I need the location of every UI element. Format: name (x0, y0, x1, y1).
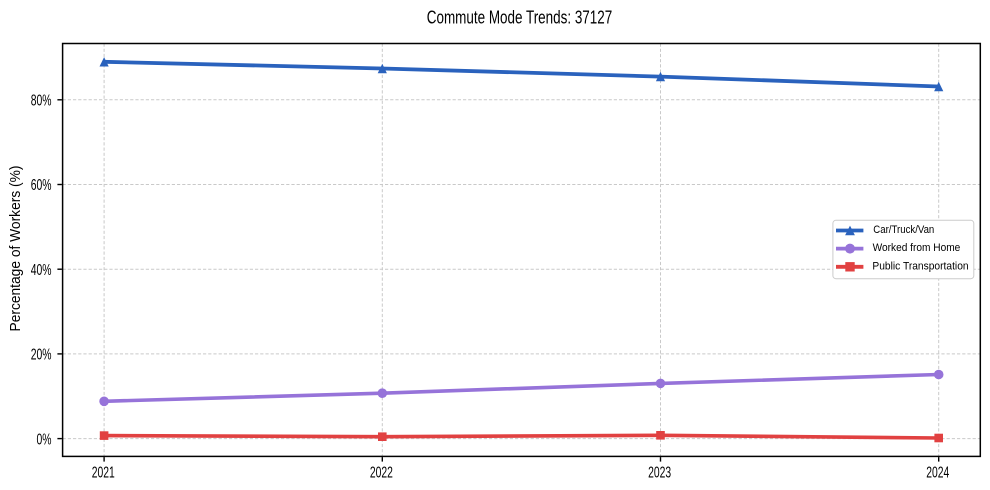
svg-text:60%: 60% (31, 177, 52, 194)
svg-text:80%: 80% (31, 93, 52, 110)
svg-text:Worked from Home: Worked from Home (873, 242, 961, 254)
svg-text:20%: 20% (31, 347, 52, 364)
svg-text:Public Transportation: Public Transportation (872, 261, 968, 273)
svg-text:2022: 2022 (370, 464, 393, 481)
svg-text:40%: 40% (31, 262, 52, 279)
svg-text:Car/Truck/Van: Car/Truck/Van (873, 224, 934, 236)
svg-text:2024: 2024 (926, 464, 949, 481)
svg-text:0%: 0% (37, 431, 52, 448)
svg-text:2023: 2023 (648, 464, 671, 481)
svg-text:Percentage of Workers (%): Percentage of Workers (%) (7, 165, 24, 331)
svg-text:Commute Mode Trends: 37127: Commute Mode Trends: 37127 (427, 6, 613, 27)
svg-text:2021: 2021 (92, 464, 115, 481)
